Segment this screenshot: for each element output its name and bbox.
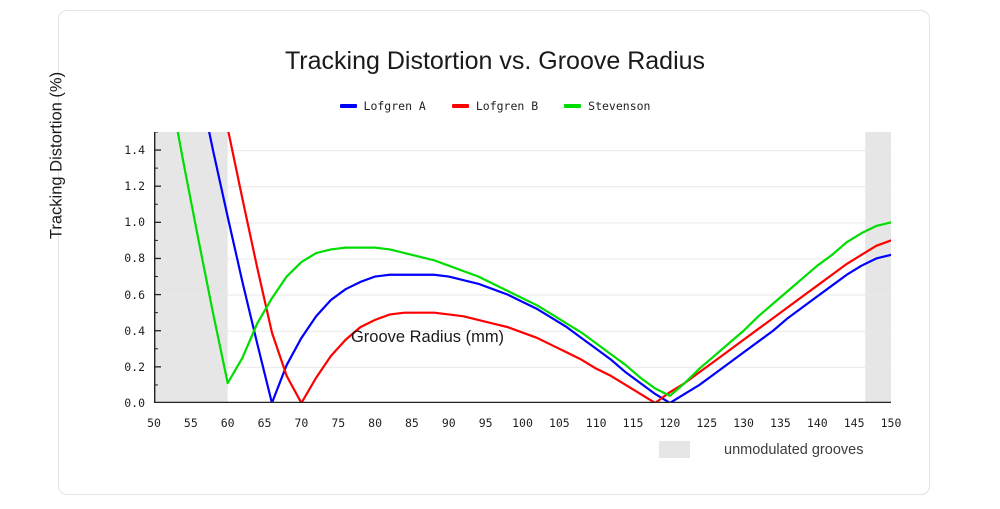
- legend-swatch-icon: [451, 104, 469, 108]
- x-tick-label: 60: [220, 416, 235, 430]
- x-tick-label: 70: [294, 416, 309, 430]
- series-line: [208, 132, 891, 403]
- x-tick-label: 105: [548, 416, 570, 430]
- x-tick-label: 55: [183, 416, 198, 430]
- y-tick-label: 0.6: [124, 287, 145, 302]
- x-tick-label: 115: [622, 416, 644, 430]
- x-tick-label: 150: [880, 416, 902, 430]
- shaded-region-note: unmodulated grooves: [659, 441, 863, 458]
- x-tick-label: 135: [770, 416, 791, 430]
- x-tick-label: 140: [806, 416, 828, 430]
- chart-card: Tracking Distortion vs. Groove Radius Lo…: [48, 10, 931, 495]
- x-axis-title: Groove Radius (mm): [350, 328, 505, 346]
- x-tick-label: 50: [147, 416, 161, 430]
- x-tick-label: 145: [843, 416, 865, 430]
- legend-label: Stevenson: [588, 99, 651, 113]
- series-line: [227, 132, 891, 403]
- plot-area: 50 55 60 65 70 75 80 85 90 95 100 105 110 115 120 125 13…: [124, 132, 901, 430]
- y-tick-label: 0.2: [124, 359, 145, 374]
- chart-legend: Lofgren A Lofgren B Stevenson: [59, 99, 931, 113]
- x-tick-label: 120: [659, 416, 681, 430]
- legend-entry[interactable]: Stevenson: [564, 99, 650, 113]
- shaded-region-note-label: unmodulated grooves: [724, 441, 864, 458]
- legend-entry[interactable]: Lofgren B: [451, 99, 539, 113]
- y-tick-label: 1.0: [124, 215, 145, 230]
- y-axis-title: Tracking Distortion (%): [47, 71, 66, 240]
- y-tick-label: 0.8: [124, 251, 145, 266]
- x-tick-label: 90: [441, 416, 456, 430]
- x-tick-label: 85: [405, 416, 419, 430]
- shaded-region: [865, 132, 891, 403]
- x-tick-label: 125: [696, 416, 718, 430]
- x-tick-label: 100: [512, 416, 533, 430]
- y-tick-label: 1.2: [124, 179, 145, 194]
- shaded-region-swatch: [659, 441, 690, 458]
- legend-swatch-icon: [339, 104, 357, 108]
- legend-swatch-icon: [564, 104, 582, 108]
- plot-svg: [154, 132, 891, 403]
- legend-label: Lofgren B: [475, 99, 539, 113]
- x-tick-label: 110: [585, 416, 607, 430]
- x-tick-label: 65: [257, 416, 272, 430]
- legend-entry[interactable]: Lofgren A: [339, 99, 426, 113]
- shaded-region: [154, 132, 228, 403]
- y-tick-label: 1.4: [124, 143, 145, 158]
- x-tick-label: 95: [478, 416, 493, 430]
- x-tick-label: 80: [368, 416, 383, 430]
- legend-label: Lofgren A: [363, 99, 426, 113]
- y-tick-label: 0.0: [124, 396, 145, 410]
- x-tick-label: 75: [331, 416, 346, 430]
- chart-title: Tracking Distortion vs. Groove Radius: [284, 47, 706, 75]
- series-line: [176, 132, 891, 397]
- x-tick-label: 130: [733, 416, 754, 430]
- y-tick-label: 0.4: [124, 323, 145, 338]
